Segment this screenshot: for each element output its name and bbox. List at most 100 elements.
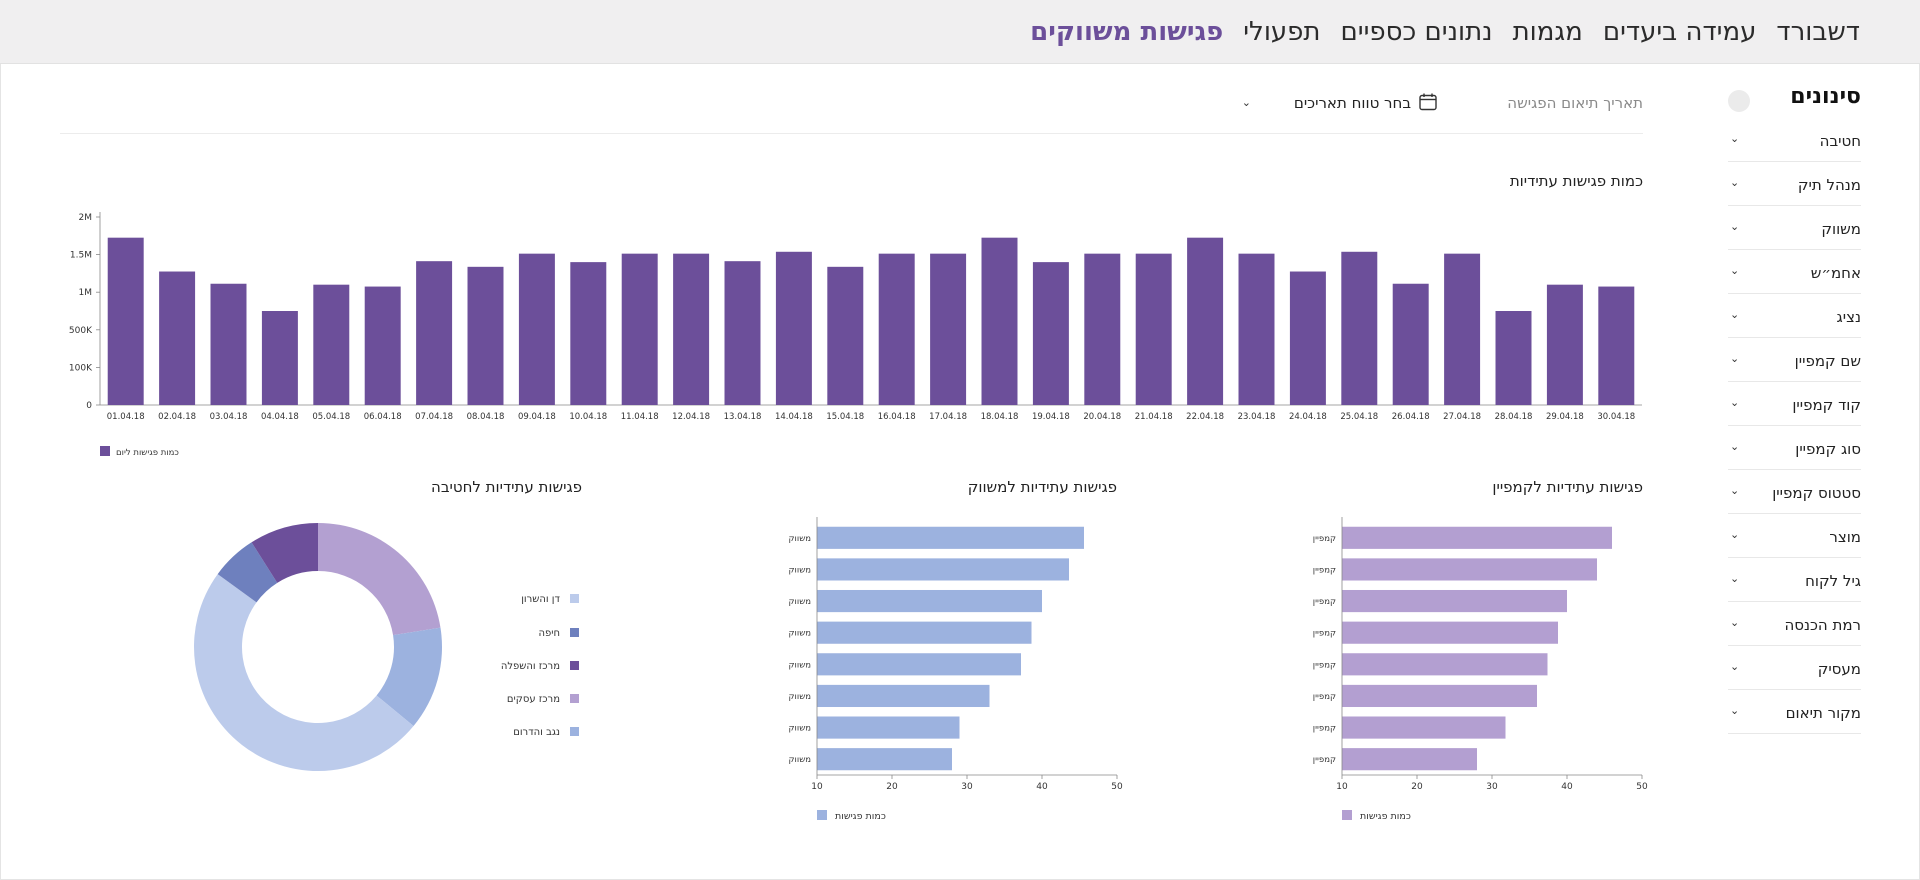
filter-label: אחמ״ש (1810, 264, 1861, 282)
chart-bar (107, 237, 144, 405)
x-tick-label: 17.04.18 (929, 412, 967, 422)
chart-bar (261, 311, 298, 405)
chart-bar (827, 266, 864, 405)
calendar-icon[interactable] (1418, 92, 1438, 112)
y-tick-label: קמפיין (1313, 629, 1336, 639)
donut-slice (251, 523, 318, 583)
nav-tab-goals[interactable]: עמידה ביעדים (1602, 17, 1757, 47)
y-tick-label: משווק (789, 660, 811, 670)
legend-swatch (570, 661, 579, 670)
x-tick-label: 24.04.18 (1289, 412, 1327, 422)
chart-bar (1238, 253, 1275, 405)
chart-bar (1084, 253, 1121, 405)
y-tick-label: קמפיין (1313, 755, 1336, 765)
filter-label: נציג (1836, 308, 1861, 326)
x-tick-label: 29.04.18 (1546, 412, 1584, 422)
filter-dropdown[interactable]: גיל לקוח ⌄ (1728, 558, 1861, 602)
y-tick-label: משווק (789, 755, 811, 765)
legend-swatch (570, 727, 579, 736)
chevron-down-icon: ⌄ (1730, 616, 1740, 629)
chart-bar (1341, 251, 1378, 405)
chart-bar (1495, 311, 1532, 405)
chart-bar (1135, 253, 1172, 405)
x-tick-label: 40 (1036, 782, 1048, 792)
chart-bar (467, 266, 504, 405)
nav-tab-operational[interactable]: תפעולי (1243, 17, 1321, 47)
chevron-down-icon: ⌄ (1730, 264, 1740, 277)
chevron-down-icon: ⌄ (1730, 660, 1740, 673)
x-tick-label: 25.04.18 (1340, 412, 1378, 422)
x-tick-label: 19.04.18 (1032, 412, 1070, 422)
chevron-down-icon[interactable]: ⌄ (1241, 96, 1251, 109)
y-tick-label: 100K (69, 363, 93, 373)
filter-dropdown[interactable]: רמת הכנסה ⌄ (1728, 602, 1861, 646)
main-nav: דשבורד עמידה ביעדים מגמות נתונים כספיים … (1030, 0, 1860, 64)
filter-label: גיל לקוח (1805, 572, 1861, 590)
chart-bar (313, 284, 350, 405)
filter-dropdown[interactable]: חטיבה ⌄ (1728, 118, 1861, 162)
filter-label: משווק (1821, 220, 1861, 238)
chevron-down-icon: ⌄ (1730, 440, 1740, 453)
filter-dropdown[interactable]: אחמ״ש ⌄ (1728, 250, 1861, 294)
chevron-down-icon: ⌄ (1730, 704, 1740, 717)
chart-bar (1187, 237, 1224, 405)
x-tick-label: 06.04.18 (364, 412, 402, 422)
chart-bar (416, 261, 453, 405)
chevron-down-icon: ⌄ (1730, 132, 1740, 145)
x-tick-label: 40 (1561, 782, 1573, 792)
chart-bar (817, 558, 1069, 581)
filter-dropdown[interactable]: מוצר ⌄ (1728, 514, 1861, 558)
legend-label: מרכז והשפלה (501, 661, 560, 672)
filter-dropdown[interactable]: נציג ⌄ (1728, 294, 1861, 338)
y-tick-label: משווק (789, 565, 811, 575)
x-tick-label: 03.04.18 (210, 412, 248, 422)
filter-dropdown[interactable]: סטטוס קמפיין ⌄ (1728, 470, 1861, 514)
filter-label: מקור תיאום (1785, 704, 1861, 722)
chart-bar (1342, 526, 1612, 549)
x-tick-label: 30 (961, 782, 973, 792)
filter-label: מנהל תיק (1797, 176, 1861, 194)
x-tick-label: 20 (1411, 782, 1423, 792)
filter-dropdown[interactable]: שם קמפיין ⌄ (1728, 338, 1861, 382)
filter-label: שם קמפיין (1794, 352, 1861, 370)
filter-dropdown[interactable]: משווק ⌄ (1728, 206, 1861, 250)
x-tick-label: 30.04.18 (1597, 412, 1635, 422)
filter-dropdown[interactable]: קוד קמפיין ⌄ (1728, 382, 1861, 426)
x-tick-label: 10.04.18 (569, 412, 607, 422)
chart-bar (1342, 621, 1558, 644)
chart-bar (1342, 558, 1597, 581)
daily-chart-title: כמות פגישות עתידיות (1509, 172, 1643, 190)
chart-bar (673, 253, 710, 405)
chart-bar (1342, 748, 1477, 771)
campaign-meetings-bar-chart: קמפיין קמפיין קמפיין קמפיין קמפיין קמפיין קמפי… (1313, 517, 1648, 822)
donut-slice (376, 627, 442, 727)
x-tick-label: 01.04.18 (107, 412, 145, 422)
filters-collapse-toggle[interactable] (1728, 90, 1750, 112)
filter-dropdown[interactable]: מקור תיאום ⌄ (1728, 690, 1861, 734)
x-tick-label: 10 (811, 782, 823, 792)
filter-dropdown[interactable]: מנהל תיק ⌄ (1728, 162, 1861, 206)
nav-tab-dashboard[interactable]: דשבורד (1776, 17, 1860, 47)
x-tick-label: 20.04.18 (1083, 412, 1121, 422)
x-tick-label: 50 (1111, 782, 1123, 792)
nav-tab-trends[interactable]: מגמות (1512, 17, 1583, 47)
legend-swatch (570, 628, 579, 637)
chart-bar (724, 261, 761, 405)
chart-bar (817, 684, 990, 708)
filter-dropdown[interactable]: סוג קמפיין ⌄ (1728, 426, 1861, 470)
x-tick-label: 12.04.18 (672, 412, 710, 422)
chart-bar (1546, 284, 1583, 405)
chart-bar (1444, 253, 1481, 405)
legend-swatch (570, 694, 579, 703)
top-navigation-bar: דשבורד עמידה ביעדים מגמות נתונים כספיים … (0, 0, 1920, 64)
nav-tab-marketer-meetings[interactable]: פגישות משווקים (1030, 17, 1224, 47)
filter-label: סוג קמפיין (1795, 440, 1861, 458)
chevron-down-icon: ⌄ (1730, 528, 1740, 541)
date-range-select[interactable]: בחר טווח תאריכים (1293, 94, 1411, 112)
filter-dropdown[interactable]: מעסיק ⌄ (1728, 646, 1861, 690)
chevron-down-icon: ⌄ (1730, 352, 1740, 365)
chart-bar (570, 262, 607, 405)
x-tick-label: 22.04.18 (1186, 412, 1224, 422)
nav-tab-financial[interactable]: נתונים כספיים (1340, 17, 1493, 47)
chart-bar (210, 283, 247, 405)
